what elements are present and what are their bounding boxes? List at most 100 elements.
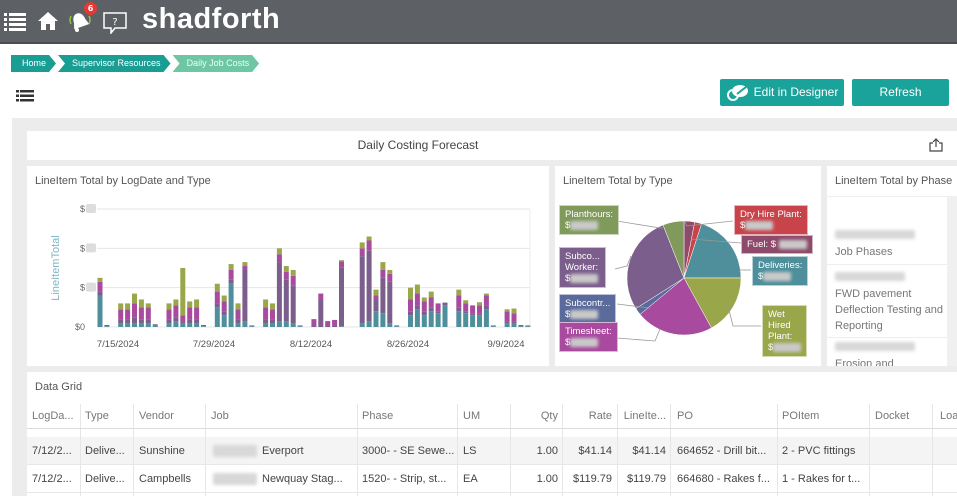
redacted-job-code (213, 445, 257, 457)
phase-list-item[interactable]: FWD pavement Deflection Testing and Repo… (835, 270, 950, 334)
bar-segment (263, 319, 269, 324)
table-row[interactable] (27, 465, 957, 493)
refresh-button[interactable]: Refresh (852, 79, 949, 106)
bar-segment (332, 325, 338, 327)
column-divider[interactable] (510, 404, 511, 496)
column-header[interactable]: Phase (362, 410, 394, 422)
table-row[interactable] (27, 437, 957, 465)
bar-segment (483, 309, 489, 327)
pie-label-dry-hire-plant: Dry Hire Plant: $ (734, 205, 808, 235)
column-header[interactable]: POItem (782, 410, 820, 422)
breadcrumb-supervisor-resources[interactable]: Supervisor Resources (58, 55, 171, 72)
bar-segment (511, 323, 517, 327)
bar-segment (125, 303, 131, 310)
pie-label-subco-worker: Subco... Worker: $ (559, 247, 606, 288)
table-cell: $119.79 (627, 473, 666, 485)
bar-segment (373, 295, 379, 300)
pie-label-fuel: Fuel: $ (741, 235, 813, 254)
export-icon[interactable] (929, 138, 943, 152)
column-header[interactable]: Vendor (139, 410, 174, 422)
bar-segment (166, 319, 172, 324)
bar-segment (145, 319, 151, 324)
dashboard-title-card: Daily Costing Forecast (27, 131, 957, 160)
column-divider[interactable] (133, 404, 134, 496)
column-divider[interactable] (457, 404, 458, 496)
column-header[interactable]: Docket (875, 410, 910, 422)
bell-icon[interactable] (68, 10, 92, 34)
pie-label-currency: $ (565, 337, 571, 348)
bar-segment (221, 315, 227, 327)
bar-segment (152, 325, 158, 327)
breadcrumb-daily-job-costs[interactable]: Daily Job Costs (173, 55, 260, 72)
pie-label-currency: $ (565, 220, 571, 231)
bar-segment (325, 325, 331, 327)
bar-segment (242, 262, 248, 267)
column-divider[interactable] (562, 404, 563, 496)
table-cell: 1.00 (536, 445, 558, 457)
menu-icon[interactable] (4, 12, 26, 32)
bar-segment (221, 301, 227, 312)
bar-segment (387, 269, 393, 274)
bar-segment (166, 309, 172, 320)
column-divider[interactable] (80, 404, 81, 496)
bar-segment (442, 302, 448, 306)
column-header[interactable]: Type (85, 410, 109, 422)
column-header[interactable]: Loa (940, 410, 957, 422)
phase-list-item[interactable]: Erosion and (835, 340, 950, 366)
bar-segment (380, 313, 386, 327)
bar-chart: $0 $ $ $ LineItemTotal 7/15/2024 7/29/2024 8/12… (50, 204, 531, 350)
bar-segment (421, 301, 427, 312)
column-header[interactable]: Rate (588, 410, 612, 422)
breadcrumb-home[interactable]: Home (11, 55, 56, 72)
phase-label: Erosion and (835, 358, 894, 366)
pie-label-currency: $ (565, 309, 571, 320)
top-nav-bar: 6 ? shadforth (0, 0, 957, 44)
bar-segment (463, 313, 469, 327)
pie-label-currency: $ (768, 342, 774, 353)
bar-segment (276, 321, 282, 327)
column-header[interactable]: PO (677, 410, 693, 422)
column-divider[interactable] (357, 404, 358, 496)
bar-segment (132, 317, 137, 324)
bar-segment (387, 273, 393, 282)
bar-segment (104, 326, 110, 327)
column-header[interactable]: Qty (540, 410, 558, 422)
phase-list-item[interactable]: Job Phases (835, 228, 950, 260)
column-header[interactable]: Job (211, 410, 229, 422)
column-divider[interactable] (869, 404, 870, 496)
bar-segment (408, 287, 413, 300)
bar-segment (366, 240, 372, 251)
bar-segment (242, 269, 248, 322)
column-header[interactable]: LogDa... (32, 410, 74, 422)
bar-segment (421, 315, 427, 327)
column-divider[interactable] (932, 404, 933, 496)
help-chat-icon[interactable]: ? (103, 12, 127, 34)
bar-segment (270, 303, 275, 310)
table-cell: $41.14 (632, 445, 666, 457)
bar-segment (339, 267, 344, 327)
bar-segment (463, 300, 469, 304)
bar-segment (166, 323, 172, 327)
table-cell: 1520- - Strip, st... (362, 473, 447, 485)
column-divider[interactable] (670, 404, 671, 496)
table-cell: $41.14 (578, 445, 612, 457)
home-icon[interactable] (37, 11, 59, 31)
column-divider[interactable] (617, 404, 618, 496)
bar-segment (297, 326, 303, 327)
bar-segment (276, 262, 282, 322)
phase-scrollbar[interactable] (947, 196, 957, 366)
column-divider[interactable] (205, 404, 206, 496)
x-tick-label: 8/12/2024 (290, 339, 332, 350)
bar-segment (311, 325, 317, 327)
bar-segment (235, 319, 241, 324)
pie-label-currency: $ (740, 220, 746, 231)
pie-slice (626, 224, 685, 309)
column-header[interactable]: LineIte... (623, 410, 666, 422)
column-divider[interactable] (777, 404, 778, 496)
list-toggle-icon[interactable] (16, 90, 34, 102)
edit-in-designer-button[interactable]: Edit in Designer (720, 79, 844, 106)
column-header[interactable]: UM (463, 410, 481, 422)
table-cell: EA (463, 473, 478, 485)
bar-segment (97, 291, 103, 296)
header-divider (27, 428, 957, 429)
